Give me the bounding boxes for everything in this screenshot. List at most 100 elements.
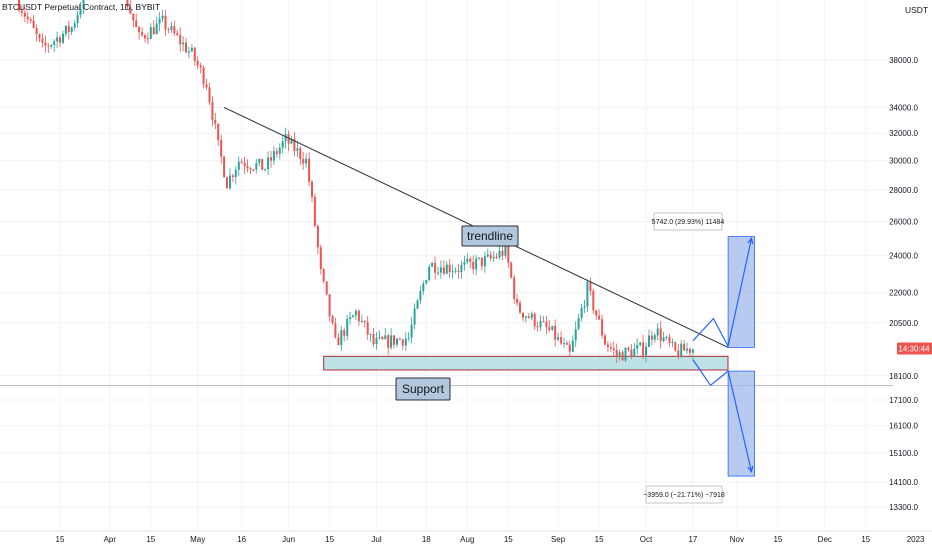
- candle-body: [522, 312, 524, 318]
- candle-body: [489, 254, 492, 259]
- candle-body: [252, 169, 255, 171]
- candle-body: [278, 147, 281, 154]
- bearish-path[interactable]: [692, 359, 753, 472]
- candle-body: [653, 335, 656, 340]
- candle-body: [76, 14, 79, 24]
- candle-body: [609, 347, 612, 349]
- candle-body: [454, 270, 457, 272]
- trendline-label-box: [461, 225, 519, 247]
- time-tick-label: 15: [861, 535, 870, 544]
- long-projection-box[interactable]: [727, 236, 755, 348]
- candle-body: [79, 8, 82, 15]
- candle-body: [422, 283, 425, 292]
- bullish-path[interactable]: [692, 238, 753, 349]
- time-tick-label: 16: [237, 535, 246, 544]
- candle-body: [425, 280, 428, 284]
- candle-body: [82, 0, 85, 9]
- candle-body: [190, 47, 193, 52]
- candle-body: [563, 343, 565, 345]
- candle-body: [138, 27, 141, 33]
- projection-boxes[interactable]: [727, 236, 755, 477]
- candle-body: [612, 348, 615, 350]
- time-tick-label: Apr: [104, 535, 117, 544]
- price-axis-bg[interactable]: [893, 0, 932, 531]
- candle-body: [141, 32, 144, 36]
- candle-body: [668, 336, 671, 344]
- candle-body: [486, 254, 489, 257]
- candle-body: [284, 134, 287, 142]
- price-tick-label: 30000.0: [889, 157, 918, 166]
- candle-body: [542, 321, 545, 323]
- candle-body: [445, 264, 448, 274]
- candle-body: [331, 316, 334, 324]
- candle-body: [208, 87, 211, 103]
- candle-body: [645, 346, 647, 356]
- price-axis[interactable]: 38000.0 34000.0 32000.0 30000.0 28000.0 26000…: [889, 56, 918, 512]
- long-measure-label[interactable]: 5742.0 (29.93%) 11484: [652, 212, 725, 231]
- candle-body: [604, 335, 606, 345]
- candle-body: [677, 350, 680, 357]
- candle-body: [580, 307, 583, 318]
- candle-body: [270, 157, 272, 161]
- candle-body: [281, 141, 284, 148]
- candle-body: [264, 169, 267, 171]
- support-zone[interactable]: [323, 355, 729, 371]
- candle-body: [44, 42, 47, 46]
- candle-body: [146, 38, 149, 40]
- candle-body: [308, 158, 311, 182]
- candle-body: [62, 33, 64, 43]
- candle-body: [144, 35, 146, 39]
- candle-body: [193, 47, 196, 61]
- candle-body: [583, 306, 586, 308]
- candle-body: [343, 330, 346, 336]
- candle-body: [226, 177, 228, 189]
- short-measure-label-text: −3959.0 (−21.71%) −7918: [643, 492, 725, 499]
- candle-body: [437, 272, 439, 274]
- candle-body: [179, 34, 182, 45]
- candle-body: [223, 156, 226, 178]
- candle-body: [155, 23, 158, 35]
- support-label[interactable]: Support: [395, 377, 451, 401]
- candle-body: [650, 335, 653, 340]
- candle-body: [560, 337, 563, 344]
- candle-body: [595, 310, 598, 316]
- candle-body: [199, 65, 202, 68]
- candle-body: [624, 347, 627, 361]
- candle-body: [551, 326, 554, 330]
- candle-body: [592, 290, 595, 311]
- candle-body: [302, 159, 305, 164]
- candle-body: [129, 7, 132, 14]
- candle-body: [258, 158, 261, 164]
- candle-body: [152, 27, 155, 35]
- candle-body: [674, 342, 677, 351]
- candle-body: [53, 41, 56, 45]
- candle-body: [683, 343, 686, 351]
- candles: [18, 0, 694, 364]
- candle-body: [513, 277, 516, 299]
- candle-body: [393, 335, 395, 345]
- support-rectangle[interactable]: [323, 355, 729, 371]
- time-axis[interactable]: 15 Apr 15 May 16 Jun 15 Jul 18 Aug 15 Sep 15 Oct 17 Nov…: [56, 535, 926, 544]
- candle-body: [132, 13, 135, 21]
- candle-body: [410, 324, 413, 338]
- short-measure-label-box: [645, 485, 723, 504]
- time-tick-label: Oct: [640, 535, 653, 544]
- candle-body: [220, 139, 223, 157]
- price-tick-label: 38000.0: [889, 56, 918, 65]
- annotation-labels[interactable]: trendline Support 5742.0 (29.93%) 11484 −39…: [395, 212, 725, 504]
- candle-body: [205, 84, 208, 88]
- time-tick-label: 18: [422, 535, 431, 544]
- time-tick-label: Dec: [818, 535, 832, 544]
- trendline-label[interactable]: trendline: [461, 225, 519, 247]
- candle-body: [554, 326, 557, 340]
- candle-body: [355, 310, 357, 316]
- candle-body: [691, 349, 694, 353]
- candle-body: [639, 342, 642, 346]
- price-badge: 14:30:44: [897, 342, 932, 355]
- short-measure-label[interactable]: −3959.0 (−21.71%) −7918: [643, 485, 725, 504]
- candle-body: [240, 161, 243, 163]
- candle-body: [463, 261, 466, 265]
- candle-body: [442, 267, 445, 274]
- candle-body: [574, 328, 577, 341]
- candle-body: [606, 344, 609, 348]
